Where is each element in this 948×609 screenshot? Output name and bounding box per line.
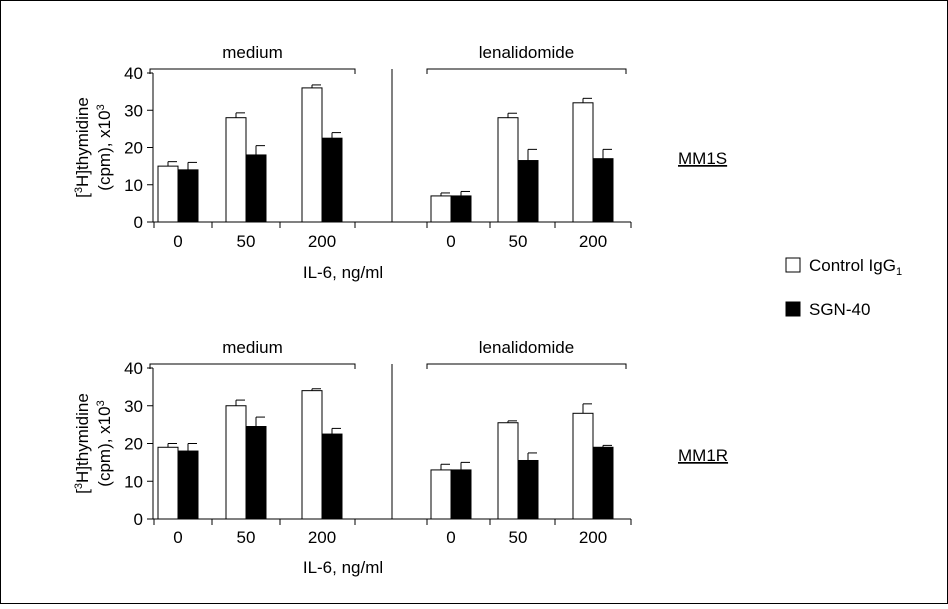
x-tick-label: 200 [579, 232, 607, 251]
panel-label-mm1s: MM1S [678, 149, 727, 168]
y-tick-label: 30 [124, 101, 143, 120]
bar-sgn40 [177, 169, 199, 223]
y-axis-label-line2: (cpm), x103 [95, 104, 114, 190]
bar-sgn40 [592, 158, 614, 223]
x-axis-label: IL-6, ng/ml [303, 263, 383, 282]
y-tick-label: 40 [124, 64, 143, 83]
y-axis-label-line2: (cpm), x103 [95, 400, 114, 486]
bar-sgn40 [177, 450, 199, 520]
legend-swatch-sgn40 [785, 301, 801, 317]
y-axis-label: [3H]thymidine [73, 97, 92, 198]
x-tick-label: 0 [446, 232, 455, 251]
bar-sgn40 [450, 469, 472, 520]
legend-label-control: Control IgG1 [809, 256, 902, 278]
bar-sgn40 [245, 426, 267, 520]
bar-control [301, 87, 323, 223]
chart-panel-mm1r: 0 10 20 30 40 medium lenalidomide 0 50 200 0 50 200 I… [73, 338, 728, 577]
bar-control [157, 446, 179, 520]
bar-control [497, 117, 519, 223]
x-tick-label: 0 [173, 528, 182, 547]
bar-sgn40 [517, 459, 539, 520]
group-bracket [149, 363, 356, 369]
bar-control [225, 405, 247, 520]
y-tick-label: 20 [124, 139, 143, 158]
x-tick-label: 0 [446, 528, 455, 547]
y-tick-label: 0 [134, 213, 143, 232]
bar-control [572, 412, 594, 520]
y-tick-label: 40 [124, 359, 143, 378]
y-tick-label: 30 [124, 397, 143, 416]
group-label-medium: medium [222, 43, 282, 62]
legend-swatch-control [785, 257, 801, 273]
y-tick-label: 10 [124, 472, 143, 491]
bar-control [430, 469, 452, 520]
bar-sgn40 [321, 433, 343, 520]
legend: Control IgG1 SGN-40 [785, 256, 902, 319]
bar-control [430, 195, 452, 223]
x-axis-label: IL-6, ng/ml [303, 558, 383, 577]
legend-label-sgn40: SGN-40 [809, 300, 870, 319]
x-tick-label: 50 [509, 528, 528, 547]
x-tick-label: 200 [308, 528, 336, 547]
bar-control [157, 165, 179, 223]
group-bracket [426, 68, 627, 74]
bar-sgn40 [321, 137, 343, 223]
x-tick-label: 50 [237, 528, 256, 547]
y-axis-label: [3H]thymidine [73, 393, 92, 494]
group-bracket [149, 68, 356, 74]
x-tick-label: 200 [579, 528, 607, 547]
x-tick-label: 50 [509, 232, 528, 251]
group-bracket [426, 363, 627, 369]
x-tick-label: 0 [173, 232, 182, 251]
y-tick-label: 20 [124, 435, 143, 454]
bar-control [301, 390, 323, 520]
bar-control [225, 117, 247, 223]
bar-sgn40 [450, 195, 472, 223]
group-label-lenalidomide: lenalidomide [479, 338, 574, 357]
x-tick-label: 50 [237, 232, 256, 251]
bar-control [497, 422, 519, 520]
y-tick-label: 10 [124, 176, 143, 195]
group-label-lenalidomide: lenalidomide [479, 43, 574, 62]
y-tick-label: 0 [134, 510, 143, 529]
bar-control [572, 102, 594, 223]
bar-sgn40 [592, 446, 614, 520]
group-label-medium: medium [222, 338, 282, 357]
x-tick-label: 200 [308, 232, 336, 251]
chart-panel-mm1s: 0 10 20 30 40 medium lenalidomide 0 50 200 0 50 200 I… [73, 43, 727, 282]
panel-label-mm1r: MM1R [678, 446, 728, 465]
bar-sgn40 [517, 160, 539, 223]
bar-sgn40 [245, 154, 267, 223]
